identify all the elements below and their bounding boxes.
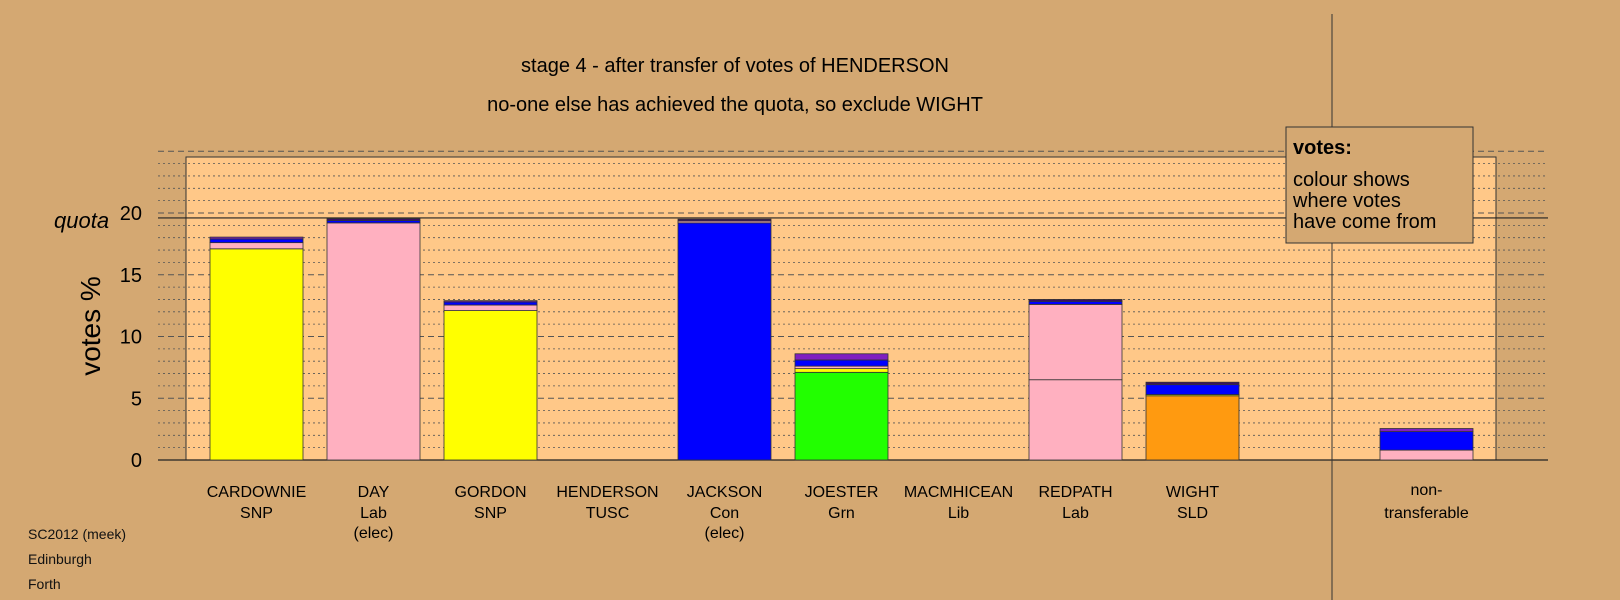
candidate-name-label: HENDERSON — [556, 484, 658, 501]
bar-nontransferable-segment — [1379, 431, 1474, 451]
y-tick-label: 20 — [120, 203, 142, 225]
bar-gordon-segment — [443, 310, 538, 461]
quota-label: quota — [54, 208, 109, 233]
y-axis-label: votes % — [75, 276, 106, 376]
x-labels: CARDOWNIE SNP DAY Lab (elec) GORDON SNP HENDERS… — [207, 482, 1469, 542]
bar-joester-segment — [794, 353, 889, 361]
y-tick-label: 5 — [131, 388, 142, 410]
bar-joester-segment — [794, 371, 889, 461]
candidate-name-label: MACMHICEAN — [904, 484, 1013, 501]
candidate-party-label: SNP — [240, 505, 273, 522]
candidate-note-label: (elec) — [353, 525, 393, 542]
bar-joester-segment — [794, 368, 889, 373]
candidate-name-label: REDPATH — [1038, 484, 1112, 501]
candidate-party-label: Lib — [948, 505, 969, 522]
bar-redpath-segment — [1028, 299, 1123, 302]
bar-gordon-segment — [443, 301, 538, 306]
bar-nontransferable-segment — [1379, 449, 1474, 461]
y-tick-label: 15 — [120, 265, 142, 287]
bar-jackson-segment — [677, 222, 772, 461]
legend-line-3: have come from — [1293, 211, 1436, 233]
bar-redpath-segment — [1028, 300, 1123, 305]
legend: votes: colour shows where votes have com… — [1285, 126, 1474, 244]
bar-joester-segment — [794, 359, 889, 367]
bar-wight-segment — [1145, 395, 1240, 461]
candidate-party-label: Lab — [360, 505, 387, 522]
y-tick-label: 10 — [120, 327, 142, 349]
candidate-party-label: Grn — [828, 505, 855, 522]
legend-heading: votes: — [1293, 137, 1352, 159]
footer-line-3: Forth — [28, 576, 61, 592]
bar-nontransferable-segment — [1379, 428, 1474, 432]
nontransferable-label-1: non- — [1410, 482, 1442, 499]
candidate-name-label: GORDON — [455, 484, 527, 501]
bar-wight-segment — [1145, 381, 1240, 386]
candidate-party-label: SNP — [474, 505, 507, 522]
bars-layer — [209, 218, 1474, 461]
bar-day-segment — [326, 218, 421, 221]
y-axis: 0 5 10 15 20 — [120, 203, 142, 472]
bar-gordon-segment — [443, 300, 538, 303]
bar-gordon-segment — [443, 304, 538, 311]
chart-title: stage 4 - after transfer of votes of HEN… — [521, 55, 949, 77]
bar-cardownie-segment — [209, 236, 304, 240]
bar-cardownie-segment — [209, 238, 304, 244]
candidate-party-label: TUSC — [586, 505, 630, 522]
legend-line-2: where votes — [1292, 190, 1401, 212]
bar-cardownie-segment — [209, 242, 304, 250]
candidate-name-label: DAY — [358, 484, 390, 501]
footer-line-2: Edinburgh — [28, 551, 92, 567]
bar-wight-segment — [1145, 384, 1240, 395]
bar-day-segment — [326, 222, 421, 461]
candidate-party-label: Con — [710, 505, 739, 522]
bar-redpath-segment — [1028, 303, 1123, 381]
y-tick-label: 0 — [131, 450, 142, 472]
candidate-name-label: JACKSON — [687, 484, 763, 501]
candidate-note-label: (elec) — [704, 525, 744, 542]
nontransferable-label-2: transferable — [1384, 505, 1469, 522]
bar-cardownie-segment — [209, 248, 304, 461]
legend-box — [1285, 126, 1474, 244]
bar-redpath-segment — [1028, 379, 1123, 461]
legend-line-1: colour shows — [1293, 169, 1410, 191]
candidate-party-label: Lab — [1062, 505, 1089, 522]
candidate-name-label: JOESTER — [805, 484, 879, 501]
bar-jackson-segment — [677, 218, 772, 222]
candidate-name-label: WIGHT — [1166, 484, 1220, 501]
candidate-name-label: CARDOWNIE — [207, 484, 307, 501]
footer-line-1: SC2012 (meek) — [28, 526, 127, 542]
candidate-party-label: SLD — [1177, 505, 1208, 522]
chart-subtitle: no-one else has achieved the quota, so e… — [487, 94, 983, 116]
